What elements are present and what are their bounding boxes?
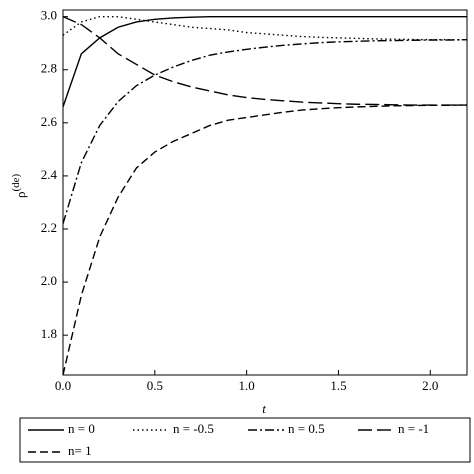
x-tick-label: 1.0	[239, 378, 255, 393]
y-tick-label: 2.0	[41, 273, 57, 288]
series-line	[62, 39, 468, 224]
x-tick-label: 0.5	[147, 378, 163, 393]
y-tick-label: 2.8	[41, 61, 57, 76]
x-axis-label: t	[262, 401, 266, 416]
legend-label: n = 0.5	[288, 421, 325, 436]
x-tick-label: 0.0	[55, 378, 71, 393]
series-line	[62, 15, 467, 41]
series-line	[62, 15, 467, 106]
x-tick-label: 2.0	[422, 378, 438, 393]
y-tick-label: 2.2	[41, 220, 57, 235]
series-line	[62, 104, 468, 376]
y-axis-label-base: ρ	[13, 192, 28, 199]
y-tick-label: 1.8	[41, 326, 57, 341]
x-tick-label: 1.5	[330, 378, 346, 393]
legend-label: n = -0.5	[173, 421, 214, 436]
y-tick-label: 2.6	[41, 114, 58, 129]
y-tick-label: 2.4	[41, 167, 58, 182]
y-axis-label: ρ(de)	[10, 173, 28, 198]
y-axis-label-sup: (de)	[10, 173, 22, 191]
legend-label: n= 1	[68, 443, 92, 458]
legend-label: n = 0	[68, 421, 95, 436]
legend-label: n = -1	[398, 421, 429, 436]
y-tick-label: 3.0	[41, 8, 57, 23]
legend-box	[19, 417, 471, 463]
plot-frame	[62, 9, 468, 376]
series-line	[62, 15, 467, 108]
